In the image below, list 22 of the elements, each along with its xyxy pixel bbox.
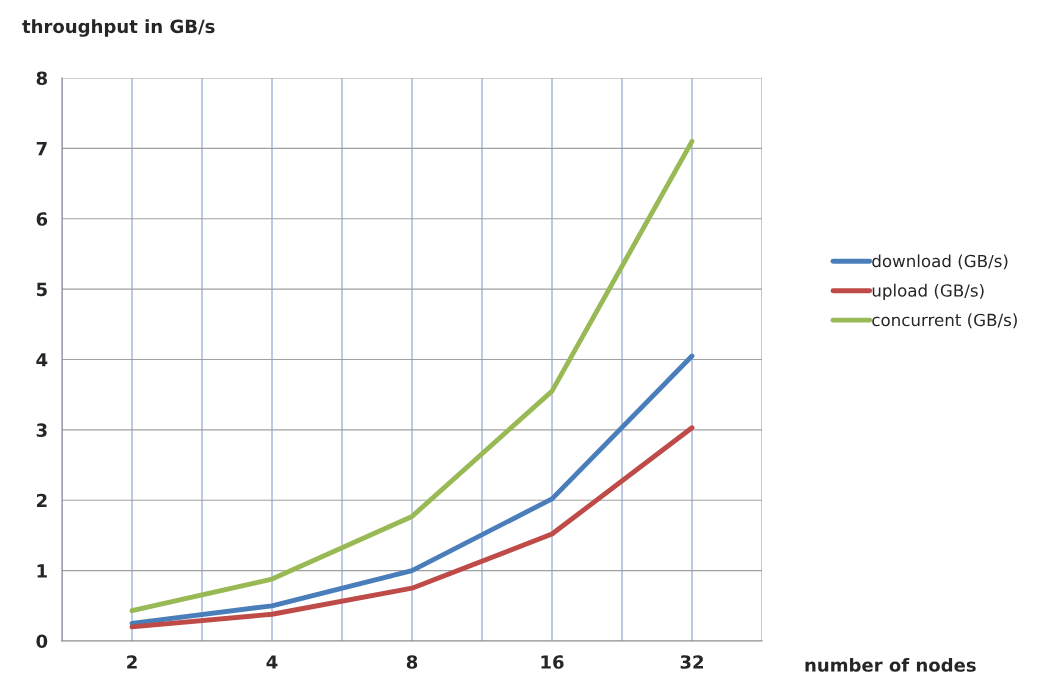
x-tick-label: 32 xyxy=(680,655,703,669)
y-tick-label: 4 xyxy=(36,353,48,367)
y-tick-label: 1 xyxy=(37,564,47,578)
y-axis-title: throughput in GB/s xyxy=(22,19,215,37)
y-tick-label: 5 xyxy=(36,282,47,297)
y-tick-label: 3 xyxy=(36,423,47,437)
legend-label: upload (GB/s) xyxy=(872,283,984,301)
line-series xyxy=(129,353,695,626)
y-tick-label: 7 xyxy=(36,142,47,156)
y-tick-label: 2 xyxy=(36,493,47,508)
legend-label: concurrent (GB/s) xyxy=(872,313,1017,329)
y-tick-label: 8 xyxy=(36,71,47,86)
y-tick-label: 0 xyxy=(36,634,48,649)
x-tick-label: 8 xyxy=(406,655,418,669)
legend-label: download (GB/s) xyxy=(872,254,1008,270)
x-tick-label: 4 xyxy=(266,655,278,669)
y-tick-label: 6 xyxy=(36,212,48,226)
x-tick-label: 2 xyxy=(127,655,137,669)
line-series xyxy=(129,138,695,614)
x-tick-label: 16 xyxy=(541,655,564,669)
line-series xyxy=(129,425,695,630)
x-axis-title: number of nodes xyxy=(805,657,976,672)
